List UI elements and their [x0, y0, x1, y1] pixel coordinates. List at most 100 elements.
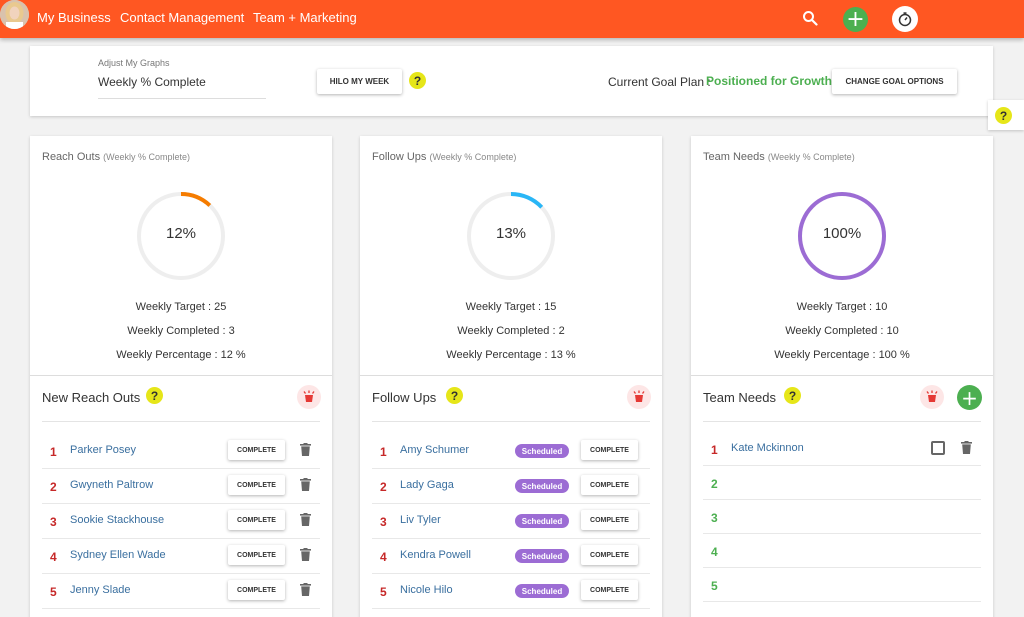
- card-title-text: Follow Ups: [372, 151, 427, 163]
- contact-name[interactable]: Nicole Hilo: [400, 584, 453, 596]
- percent-value: 12%: [165, 225, 197, 242]
- list-item: 4 Sydney Ellen Wade COMPLETE: [42, 539, 320, 574]
- complete-button[interactable]: COMPLETE: [581, 440, 638, 460]
- contact-name[interactable]: Gwyneth Paltrow: [70, 479, 154, 491]
- card-title: Team Needs (Weekly % Complete): [703, 151, 855, 163]
- list-rule: [372, 421, 650, 422]
- complete-button[interactable]: COMPLETE: [581, 475, 638, 495]
- nav-team-marketing[interactable]: Team + Marketing: [253, 10, 357, 25]
- help-icon[interactable]: ?: [446, 387, 463, 404]
- weekly-target: Weekly Target : 10: [796, 301, 888, 313]
- list-item: 3 Sookie Stackhouse COMPLETE: [42, 504, 320, 539]
- nav-my-business[interactable]: My Business: [37, 10, 111, 25]
- card-title: Reach Outs (Weekly % Complete): [42, 151, 190, 163]
- complete-button[interactable]: COMPLETE: [228, 475, 285, 495]
- reach-outs-card: Reach Outs (Weekly % Complete) 12% Weekl…: [30, 136, 332, 617]
- scheduled-badge: Scheduled: [515, 584, 569, 598]
- divider: [360, 375, 662, 376]
- trash-icon[interactable]: [300, 583, 311, 596]
- complete-button[interactable]: COMPLETE: [228, 440, 285, 460]
- list-item: 5: [703, 568, 981, 602]
- list-item: 3: [703, 500, 981, 534]
- row-number: 4: [711, 545, 718, 559]
- add-team-need-button[interactable]: +: [957, 385, 982, 410]
- row-number: 1: [50, 445, 57, 459]
- weekly-target: Weekly Target : 25: [135, 301, 227, 313]
- row-number: 1: [380, 445, 387, 459]
- trash-icon[interactable]: [300, 443, 311, 456]
- member-name[interactable]: Kate Mckinnon: [731, 442, 804, 454]
- percent-value: 100%: [822, 225, 862, 242]
- search-icon[interactable]: [800, 8, 820, 28]
- list-item: 5 Nicole Hilo Scheduled COMPLETE: [372, 574, 650, 609]
- scheduled-badge: Scheduled: [515, 549, 569, 563]
- help-icon[interactable]: ?: [784, 387, 801, 404]
- complete-button[interactable]: COMPLETE: [581, 510, 638, 530]
- done-checkbox[interactable]: [931, 441, 945, 455]
- timer-icon[interactable]: [892, 6, 918, 32]
- graph-type-select[interactable]: Weekly % Complete: [98, 73, 266, 99]
- contact-name[interactable]: Sydney Ellen Wade: [70, 549, 166, 561]
- complete-button[interactable]: COMPLETE: [228, 510, 285, 530]
- weekly-completed: Weekly Completed : 10: [785, 325, 899, 337]
- list-rule: [42, 421, 320, 422]
- alert-lamp-icon[interactable]: [627, 385, 651, 409]
- complete-button[interactable]: COMPLETE: [581, 580, 638, 600]
- list-title: Follow Ups: [372, 390, 437, 405]
- scheduled-badge: Scheduled: [515, 479, 569, 493]
- card-title: Follow Ups (Weekly % Complete): [372, 151, 516, 163]
- contact-name[interactable]: Amy Schumer: [400, 444, 470, 456]
- contact-name[interactable]: Liv Tyler: [400, 514, 441, 526]
- weekly-percentage: Weekly Percentage : 13 %: [446, 349, 576, 361]
- side-help-tab[interactable]: ?: [988, 100, 1024, 130]
- divider: [30, 375, 332, 376]
- alert-lamp-icon[interactable]: [297, 385, 321, 409]
- trash-icon[interactable]: [300, 478, 311, 491]
- scheduled-badge: Scheduled: [515, 444, 569, 458]
- row-number: 1: [711, 443, 718, 457]
- alert-lamp-icon[interactable]: [920, 385, 944, 409]
- add-icon[interactable]: +: [843, 7, 868, 32]
- list-item: 4 Kendra Powell Scheduled COMPLETE: [372, 539, 650, 574]
- list-item: 1 Amy Schumer Scheduled COMPLETE: [372, 434, 650, 469]
- list-item: 4: [703, 534, 981, 568]
- adjust-graphs-label: Adjust My Graphs: [98, 58, 170, 68]
- weekly-completed: Weekly Completed : 3: [127, 325, 235, 337]
- complete-button[interactable]: COMPLETE: [228, 545, 285, 565]
- divider: [691, 375, 993, 376]
- contact-name[interactable]: Jenny Slade: [70, 584, 131, 596]
- help-icon[interactable]: ?: [995, 107, 1012, 124]
- card-title-text: Team Needs: [703, 151, 765, 163]
- progress-ring-arc: [467, 192, 555, 280]
- change-goal-options-button[interactable]: CHANGE GOAL OPTIONS: [832, 69, 957, 94]
- trash-icon[interactable]: [300, 548, 311, 561]
- contact-name[interactable]: Lady Gaga: [400, 479, 454, 491]
- trash-icon[interactable]: [961, 441, 972, 454]
- hilo-my-week-button[interactable]: HILO MY WEEK: [317, 69, 402, 94]
- goal-plan-label: Current Goal Plan :: [608, 75, 711, 89]
- card-title-text: Reach Outs: [42, 151, 101, 163]
- row-number: 2: [711, 477, 718, 491]
- scheduled-badge: Scheduled: [515, 514, 569, 528]
- contact-name[interactable]: Kendra Powell: [400, 549, 471, 561]
- card-subtitle: (Weekly % Complete): [767, 152, 855, 162]
- progress-ring: [137, 192, 225, 280]
- complete-button[interactable]: COMPLETE: [228, 580, 285, 600]
- list-rule: [703, 421, 981, 422]
- avatar[interactable]: [0, 0, 29, 29]
- help-icon[interactable]: ?: [409, 72, 426, 89]
- contact-name[interactable]: Sookie Stackhouse: [70, 514, 165, 526]
- trash-icon[interactable]: [300, 513, 311, 526]
- contact-name[interactable]: Parker Posey: [70, 444, 137, 456]
- weekly-target: Weekly Target : 15: [465, 301, 557, 313]
- card-subtitle: (Weekly % Complete): [429, 152, 517, 162]
- list-title: Team Needs: [703, 390, 776, 405]
- help-icon[interactable]: ?: [146, 387, 163, 404]
- follow-ups-card: Follow Ups (Weekly % Complete) 13% Weekl…: [360, 136, 662, 617]
- weekly-completed: Weekly Completed : 2: [457, 325, 565, 337]
- list-item: 3 Liv Tyler Scheduled COMPLETE: [372, 504, 650, 539]
- progress-ring-arc: [798, 192, 886, 280]
- row-number: 5: [50, 585, 57, 599]
- complete-button[interactable]: COMPLETE: [581, 545, 638, 565]
- nav-contact-management[interactable]: Contact Management: [120, 10, 245, 25]
